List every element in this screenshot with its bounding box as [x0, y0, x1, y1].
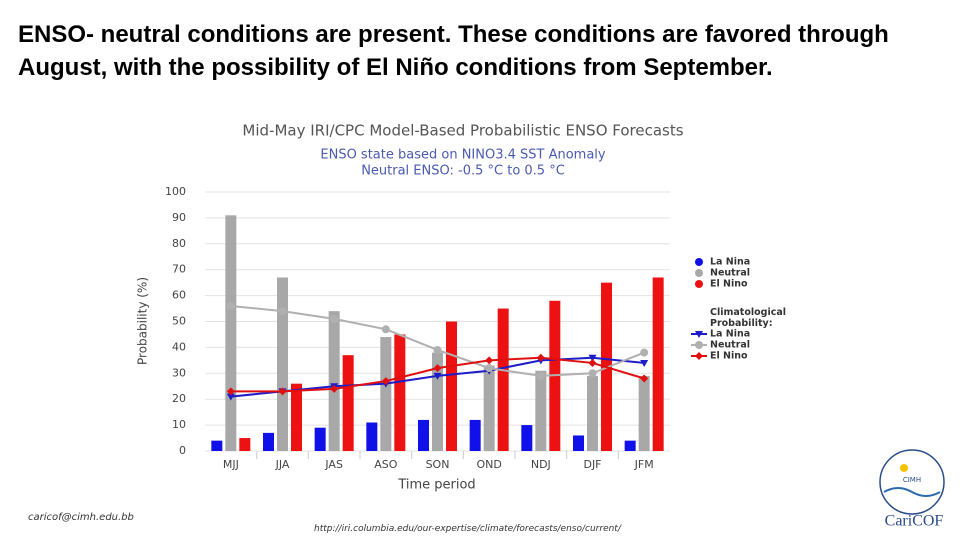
- bar: [277, 277, 288, 451]
- line-marker: [433, 372, 442, 380]
- line-marker: [695, 352, 703, 360]
- bar: [446, 321, 457, 451]
- legend-label: El Nino: [710, 351, 748, 362]
- line-marker: [381, 377, 390, 386]
- y-tick-label: 30: [172, 366, 186, 379]
- line-marker: [330, 384, 339, 393]
- legend-label: Neutral: [710, 268, 750, 279]
- line-marker: [640, 359, 649, 367]
- logo: CIMH CariCOF: [879, 449, 945, 530]
- bar: [263, 432, 274, 451]
- y-tick-label: 80: [172, 237, 186, 250]
- legend-label: El Nino: [710, 279, 748, 290]
- x-tick-label: ASO: [374, 458, 398, 471]
- bar: [342, 355, 354, 451]
- logo-name: CariCOF: [885, 513, 944, 530]
- y-tick-label: 50: [172, 315, 186, 328]
- bar: [380, 337, 392, 451]
- chart-title: Mid-May IRI/CPC Model-Based Probabilisti…: [242, 122, 683, 140]
- bar: [521, 425, 533, 451]
- bar: [638, 375, 650, 451]
- line-marker: [536, 353, 545, 362]
- bar: [314, 427, 326, 451]
- bar: [432, 352, 443, 451]
- footer-email: caricof@cimh.edu.bb: [28, 512, 134, 523]
- line-marker: [433, 345, 442, 354]
- x-axis-label: Time period: [397, 478, 475, 493]
- y-tick-label: 90: [172, 211, 186, 224]
- footer-url: http://iri.columbia.edu/our-expertise/cl…: [314, 524, 621, 534]
- y-tick-label: 10: [172, 418, 186, 431]
- line-marker: [485, 364, 494, 373]
- line-marker: [278, 307, 287, 316]
- bar: [418, 419, 429, 451]
- bar: [366, 422, 378, 451]
- bar: [291, 383, 302, 451]
- bar: [573, 435, 584, 451]
- line-marker: [226, 393, 235, 401]
- y-axis-label: Probability (%): [136, 277, 150, 365]
- line-marker: [278, 387, 287, 396]
- bar: [624, 440, 636, 451]
- chart-subtitle: Neutral ENSO: -0.5 °C to 0.5 °C: [361, 164, 565, 179]
- bar: [469, 419, 481, 451]
- logo-badge-ring: [879, 449, 945, 515]
- line-marker: [640, 348, 649, 357]
- y-tick-label: 20: [172, 392, 186, 405]
- x-tick-label: DJF: [583, 458, 601, 471]
- y-tick-label: 40: [172, 340, 186, 353]
- bar: [211, 440, 223, 451]
- y-tick-label: 0: [179, 444, 186, 457]
- line-marker: [588, 354, 597, 362]
- line-marker: [330, 314, 339, 323]
- headline: ENSO- neutral conditions are present. Th…: [18, 21, 889, 81]
- bar: [239, 438, 251, 451]
- line-marker: [226, 301, 235, 310]
- bar: [652, 277, 664, 451]
- line-marker: [588, 358, 597, 367]
- x-tick-label: JAS: [324, 458, 343, 471]
- line-marker: [433, 364, 442, 373]
- bar: [225, 215, 237, 451]
- line-marker: [695, 341, 703, 349]
- x-tick-label: SON: [426, 458, 450, 471]
- climatology-legend-title: Climatological Probability:: [710, 307, 786, 329]
- x-tick-label: JFM: [634, 458, 654, 471]
- x-tick-label: JJA: [275, 458, 290, 471]
- line-marker: [536, 371, 545, 380]
- line-marker: [485, 356, 494, 365]
- bar: [328, 311, 340, 451]
- x-tick-label: MJJ: [223, 458, 239, 471]
- logo-wave: [883, 487, 941, 497]
- legend-swatch: [695, 269, 703, 277]
- line-marker: [695, 331, 703, 338]
- bar: [587, 375, 598, 451]
- bar: [394, 334, 406, 451]
- x-tick-label: OND: [476, 458, 501, 471]
- legend-swatch: [695, 280, 703, 288]
- chart-subtitle: ENSO state based on NINO3.4 SST Anomaly: [320, 148, 606, 163]
- y-tick-label: 100: [165, 185, 186, 198]
- line-marker: [226, 387, 235, 396]
- legend-label: La Nina: [710, 257, 750, 268]
- line-marker: [588, 369, 597, 378]
- legend-label: Neutral: [710, 340, 750, 351]
- legend-label: La Nina: [710, 329, 750, 340]
- logo-badge-text: CIMH: [903, 476, 921, 484]
- line-marker: [640, 374, 649, 383]
- bar: [535, 370, 547, 451]
- line-marker: [381, 325, 390, 334]
- legend-swatch: [695, 258, 703, 266]
- y-tick-label: 60: [172, 289, 186, 302]
- y-tick-label: 70: [172, 263, 186, 276]
- bar: [483, 365, 495, 451]
- x-tick-label: NDJ: [531, 458, 551, 471]
- logo-sun: [900, 464, 908, 472]
- bar: [497, 308, 509, 451]
